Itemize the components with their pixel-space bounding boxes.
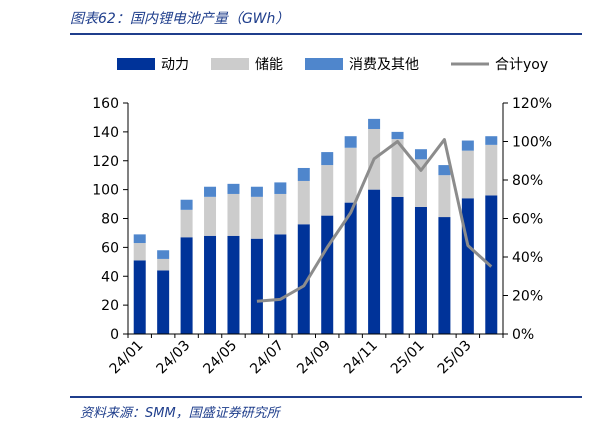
y-tick-label: 20 (101, 298, 119, 314)
y2-tick-label: 40% (512, 250, 543, 266)
x-tick-label: 24/01 (107, 338, 147, 378)
y2-tick-label: 20% (512, 289, 543, 305)
x-tick-label: 24/07 (247, 338, 287, 378)
bar-power (414, 206, 427, 334)
bar-power (274, 234, 287, 334)
bar-power (157, 270, 170, 334)
y-tick-label: 60 (101, 240, 119, 256)
bars (133, 118, 498, 334)
y-tick-label: 40 (101, 269, 119, 285)
y-tick-label: 0 (110, 327, 119, 343)
y-tick-label: 100 (92, 183, 119, 199)
legend-swatch-0 (117, 58, 155, 70)
bar-consumer (180, 199, 193, 210)
x-tick-label: 25/01 (388, 338, 428, 378)
y-tick-label: 80 (101, 212, 119, 228)
legend-swatch-2 (305, 58, 343, 70)
x-tick-label: 24/03 (154, 338, 194, 378)
x-tick-label: 25/03 (435, 338, 475, 378)
bar-consumer (227, 183, 240, 194)
bar-consumer (250, 186, 263, 197)
bar-power (250, 238, 263, 334)
x-axis: 24/01 24/03 24/05 24/07 24/09 24/11 25/01 25/03 (107, 333, 504, 378)
y-tick-label: 120 (92, 154, 119, 170)
bar-consumer (461, 140, 474, 151)
bar-consumer (368, 118, 381, 129)
source-rule (70, 396, 582, 398)
y-tick-label: 140 (92, 125, 119, 141)
y2-tick-label: 0% (512, 327, 534, 343)
y-tick-label: 160 (92, 96, 119, 112)
bar-power (368, 189, 381, 334)
legend-label: 动力 (161, 57, 189, 73)
bar-consumer (391, 131, 404, 140)
x-tick-label: 24/05 (200, 338, 240, 378)
legend-label: 储能 (255, 57, 283, 73)
bar-power (227, 235, 240, 334)
bar-storage (227, 193, 240, 236)
bar-storage (204, 196, 217, 236)
legend-label: 消费及其他 (349, 57, 419, 73)
bar-storage (180, 209, 193, 238)
bar-storage (157, 258, 170, 271)
bar-power (133, 260, 146, 334)
bar-consumer (157, 250, 170, 259)
bar-consumer (204, 186, 217, 197)
y2-tick-label: 80% (512, 173, 543, 189)
bar-consumer (438, 165, 451, 176)
bar-storage (344, 147, 357, 203)
x-tick-label: 24/09 (294, 338, 334, 378)
x-tick-label: 24/11 (341, 338, 381, 378)
bar-power (438, 217, 451, 334)
legend: 动力 储能 消费及其他 合计yoy (117, 57, 548, 73)
y2-tick-label: 100% (512, 135, 552, 151)
bar-power (180, 237, 193, 334)
bar-consumer (274, 182, 287, 194)
bar-storage (297, 180, 310, 225)
bar-storage (414, 159, 427, 207)
bar-consumer (133, 234, 146, 244)
source-note: 资料来源：SMM，国盛证券研究所 (80, 406, 280, 421)
title-rule (70, 33, 582, 35)
bar-storage (485, 144, 498, 196)
bar-power (461, 198, 474, 334)
bar-storage (321, 165, 334, 216)
bar-consumer (321, 152, 334, 166)
y-axis-left: 0 20 40 60 80 100 120 140 160 (92, 96, 129, 343)
bar-power (344, 202, 357, 334)
y2-tick-label: 120% (512, 96, 552, 112)
bar-storage (133, 243, 146, 261)
bar-storage (391, 139, 404, 197)
legend-label: 合计yoy (495, 57, 548, 73)
bar-consumer (485, 136, 498, 145)
figure-title: 图表62：国内锂电池产量（GWh） (70, 11, 290, 27)
y-axis-right: 0% 20% 40% 60% 80% 100% 120% (502, 96, 552, 343)
yoy-polyline (256, 138, 493, 303)
y2-tick-label: 60% (512, 212, 543, 228)
bar-storage (461, 150, 474, 199)
bar-storage (274, 193, 287, 235)
legend-swatch-1 (211, 58, 249, 70)
bar-power (297, 224, 310, 334)
bar-consumer (414, 149, 427, 160)
yoy-line (256, 138, 493, 303)
bar-power (204, 235, 217, 334)
bar-power (391, 196, 404, 334)
bar-storage (438, 175, 451, 218)
bar-consumer (297, 167, 310, 181)
bar-consumer (344, 136, 357, 148)
bar-storage (250, 196, 263, 239)
bar-power (321, 215, 334, 334)
